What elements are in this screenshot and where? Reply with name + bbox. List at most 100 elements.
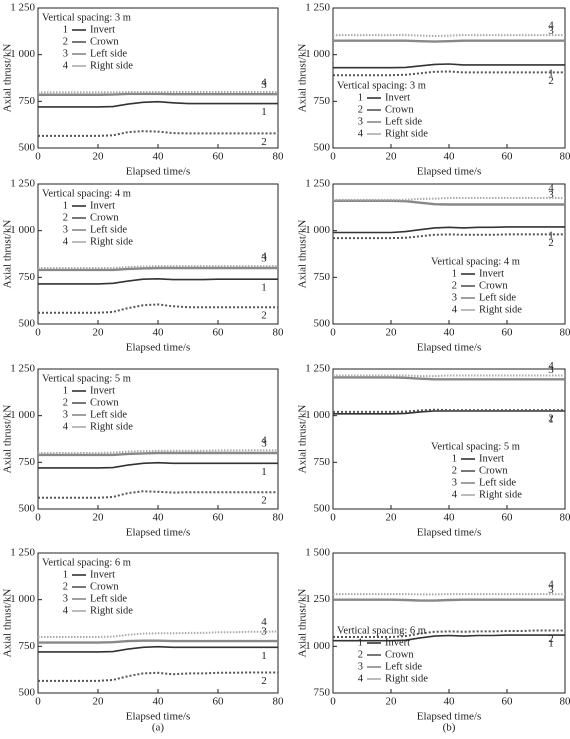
x-tick-label: 80	[273, 512, 285, 524]
y-tick-label: 1 000	[305, 640, 330, 652]
legend: Vertical spacing: 4 m1 Invert 2 Crown 3 Left …	[42, 188, 133, 247]
legend-number: 4	[63, 421, 69, 432]
legend-number: 2	[358, 104, 363, 115]
legend-title: Vertical spacing: 4 m	[431, 256, 520, 267]
y-axis-label: Axial thrust/kN	[297, 589, 309, 658]
series-line	[333, 39, 565, 43]
line-label: 1	[548, 229, 554, 241]
x-tick-label: 40	[153, 327, 165, 339]
y-axis-label: Axial thrust/kN	[297, 44, 309, 113]
legend-label: Invert	[90, 200, 115, 211]
x-tick-label: 40	[444, 512, 456, 524]
y-tick-label: 1 000	[305, 224, 330, 236]
line-label: 3	[548, 364, 554, 376]
x-tick-label: 20	[386, 696, 398, 708]
line-label: 4	[548, 183, 554, 195]
legend: Vertical spacing: 6 m1 Invert 2 Crown 3 Left …	[337, 625, 428, 684]
panel-caption: (a)	[152, 722, 165, 734]
y-axis-label: Axial thrust/kN	[297, 405, 309, 474]
legend-number: 3	[452, 292, 457, 303]
legend-number: 4	[63, 605, 69, 616]
series-line	[38, 449, 278, 454]
x-tick-label: 80	[273, 327, 285, 339]
series-line	[38, 92, 278, 96]
line-label: 3	[548, 189, 554, 201]
y-axis-label: Axial thrust/kN	[2, 589, 14, 658]
legend-label: Invert	[90, 24, 115, 35]
legend-number: 2	[63, 36, 68, 47]
x-tick-label: 60	[213, 327, 225, 339]
legend-number: 4	[63, 236, 69, 247]
plot-frame	[332, 552, 566, 694]
legend: Vertical spacing: 3 m1 Invert 2 Crown 3 Left …	[337, 80, 428, 139]
line-label: 4	[548, 579, 554, 591]
legend-number: 2	[63, 212, 68, 223]
x-axis-label: Elapsed time/s	[126, 166, 190, 178]
series-line	[38, 130, 278, 137]
legend-number: 1	[358, 637, 363, 648]
x-tick-label: 60	[213, 512, 225, 524]
x-tick-label: 20	[93, 696, 105, 708]
x-axis-label: Elapsed time/s	[417, 166, 481, 178]
x-tick-label: 80	[560, 696, 570, 708]
legend-number: 4	[452, 489, 458, 500]
legend-number: 3	[63, 224, 68, 235]
x-tick-label: 80	[560, 151, 570, 163]
x-tick-label: 60	[502, 696, 514, 708]
x-tick-label: 0	[330, 151, 336, 163]
legend-label: Right side	[479, 489, 522, 500]
legend: Vertical spacing: 5 m1 Invert 2 Crown 3 Left …	[431, 441, 522, 500]
legend: Vertical spacing: 6 m1 Invert 2 Crown 3 Left …	[42, 557, 133, 616]
series-line	[38, 100, 278, 108]
x-tick-label: 60	[502, 327, 514, 339]
line-label: 2	[261, 310, 267, 322]
legend-label: Right side	[385, 673, 428, 684]
legend-label: Left side	[479, 292, 516, 303]
line-label: 4	[261, 251, 267, 263]
legend-label: Right side	[385, 128, 428, 139]
x-axis-label: Elapsed time/s	[126, 711, 190, 723]
legend-title: Vertical spacing: 3 m	[42, 12, 131, 23]
series-line	[38, 277, 278, 285]
legend-number: 3	[63, 409, 68, 420]
x-tick-label: 0	[35, 151, 41, 163]
y-tick-label: 500	[314, 142, 331, 154]
legend-label: Invert	[385, 637, 410, 648]
legend-number: 2	[452, 280, 457, 291]
y-tick-label: 1 250	[305, 363, 330, 375]
x-tick-label: 0	[35, 512, 41, 524]
x-axis-label: Elapsed time/s	[417, 527, 481, 539]
x-tick-label: 80	[560, 327, 570, 339]
series-line	[38, 303, 278, 314]
x-tick-label: 20	[93, 327, 105, 339]
legend-number: 3	[63, 48, 68, 59]
line-label: 4	[548, 360, 554, 372]
x-tick-label: 20	[386, 151, 398, 163]
legend-title: Vertical spacing: 6 m	[42, 557, 131, 568]
line-label: 1	[261, 650, 267, 662]
y-tick-label: 1 250	[305, 2, 330, 14]
y-tick-label: 1 250	[305, 593, 330, 605]
x-tick-label: 60	[213, 151, 225, 163]
series-line	[333, 34, 565, 38]
x-tick-label: 40	[153, 512, 165, 524]
line-label: 1	[261, 466, 267, 478]
series-line	[333, 629, 565, 638]
x-tick-label: 40	[153, 151, 165, 163]
legend-title: Vertical spacing: 5 m	[42, 373, 131, 384]
y-tick-label: 1 000	[10, 224, 35, 236]
series-line	[333, 634, 565, 642]
legend-number: 1	[63, 200, 68, 211]
series-line	[333, 598, 565, 602]
x-tick-label: 80	[560, 512, 570, 524]
line-label: 3	[261, 79, 267, 91]
y-tick-label: 1 000	[10, 48, 35, 60]
legend-number: 1	[452, 268, 457, 279]
legend-number: 2	[358, 649, 363, 660]
series-line	[38, 266, 278, 272]
x-tick-label: 40	[444, 151, 456, 163]
legend-number: 4	[358, 128, 364, 139]
series-line	[38, 645, 278, 653]
legend-label: Left side	[90, 593, 127, 604]
